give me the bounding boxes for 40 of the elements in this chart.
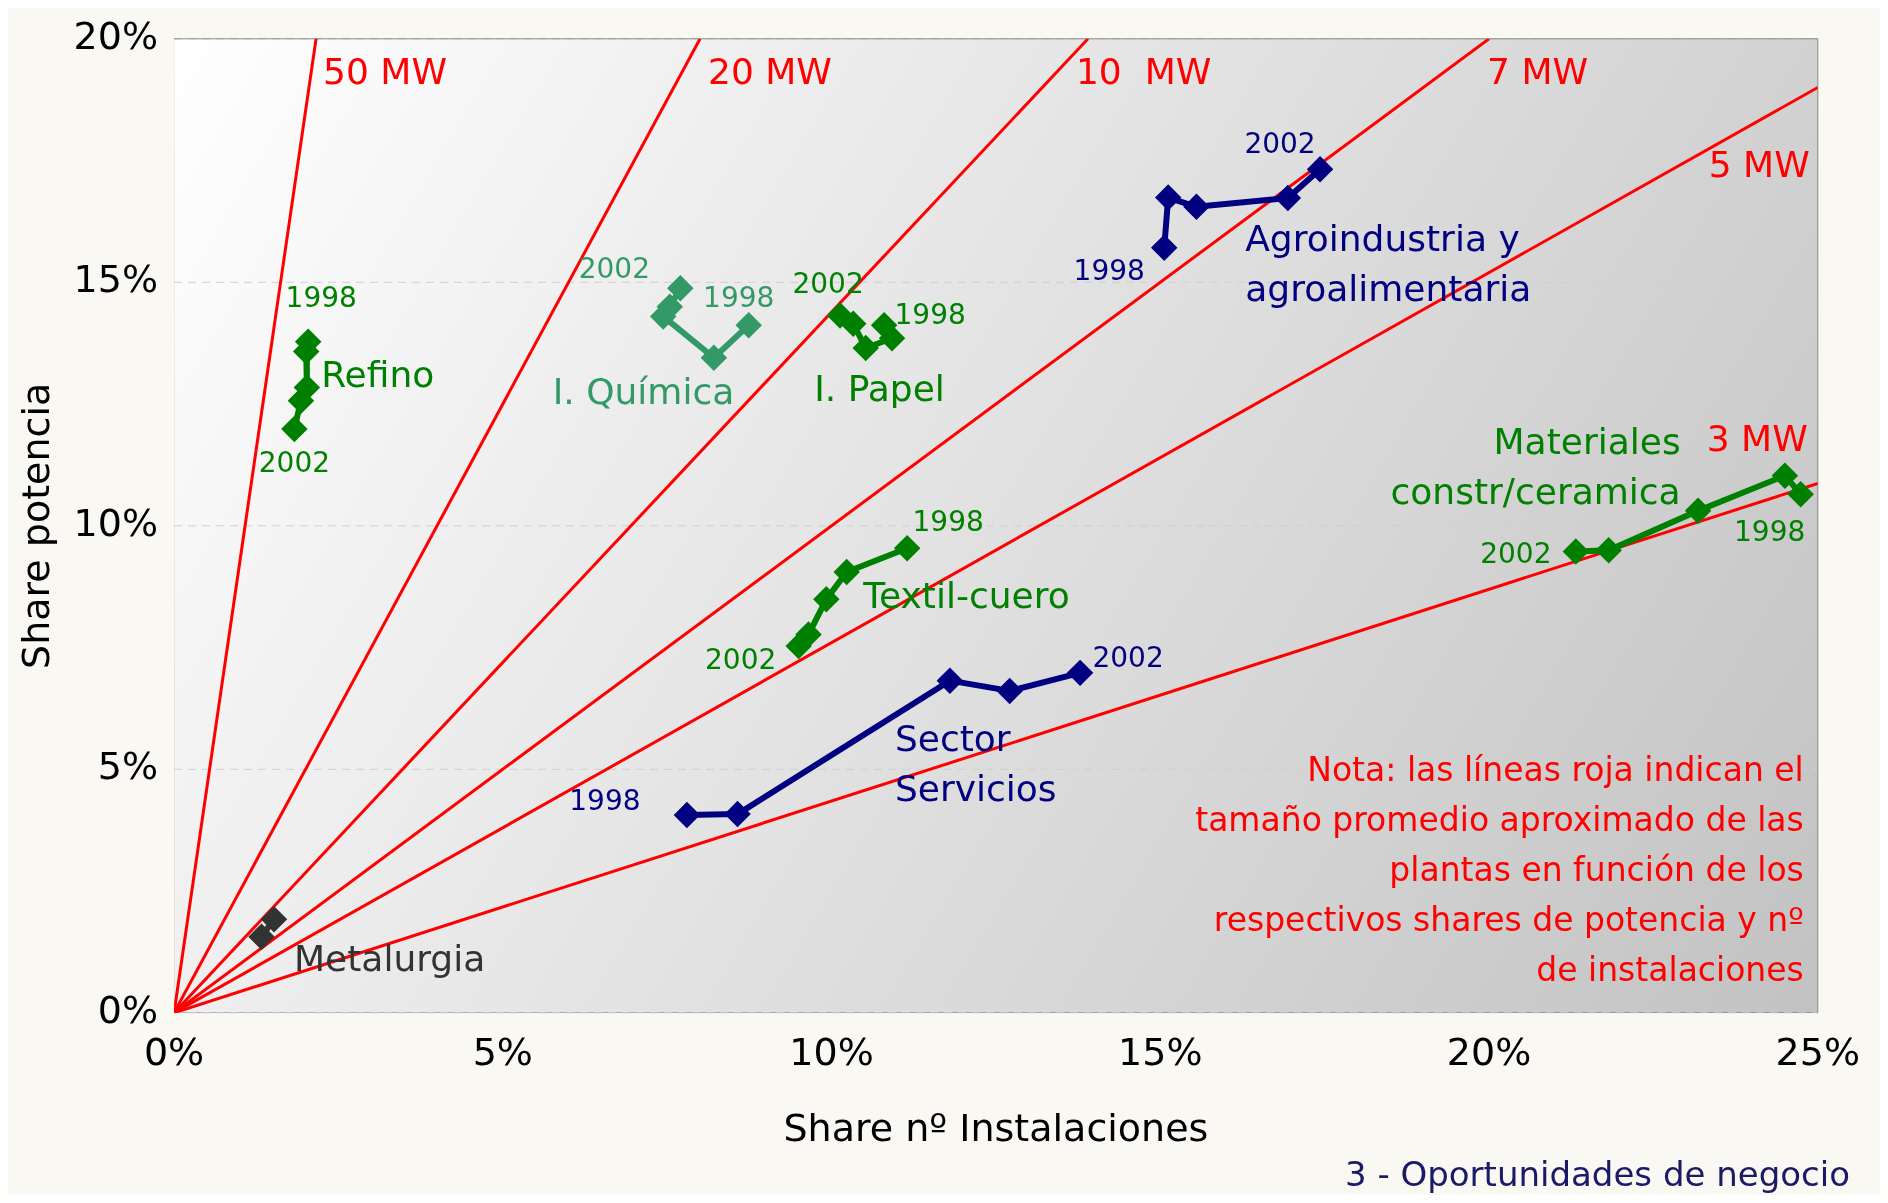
y-axis-title: Share potencia [13, 382, 58, 669]
annotation: 1998 [1073, 254, 1145, 287]
x-tick-label: 15% [1118, 1030, 1203, 1075]
annotation: 2002 [705, 643, 777, 677]
series-label: 5 MW [1708, 143, 1810, 185]
annotation: 2002 [1480, 536, 1552, 570]
x-tick-label: 0% [143, 1030, 205, 1075]
annotation: 2002 [792, 266, 864, 300]
y-tick-label: 10% [73, 500, 159, 545]
series-label: Refino [321, 354, 435, 396]
annotation: 1998 [1734, 515, 1806, 549]
y-tick-label: 20% [73, 13, 159, 58]
x-tick-label: 10% [789, 1030, 874, 1075]
y-tick-label: 5% [97, 744, 159, 789]
series-label: 50 MW [323, 51, 447, 93]
x-tick-label: 25% [1775, 1030, 1860, 1075]
annotation: 1998 [569, 784, 641, 818]
x-tick-label: 20% [1446, 1030, 1532, 1075]
series-label: 7 MW [1487, 51, 1589, 93]
annotation: Nota: las líneas roja indican el tamaño promedio aproximado de las plantas en función de los respectivos shares de potencia y nº de instalaciones [1195, 750, 1804, 990]
annotation: 1998 [703, 281, 775, 315]
y-tick-label: 0% [97, 987, 159, 1032]
series-label: 10 MW [1075, 51, 1212, 93]
annotation: 1998 [285, 281, 357, 314]
y-tick-label: 15% [73, 257, 159, 302]
text: 3 - Oportunidades de negocio [1344, 1154, 1850, 1194]
annotation: 2002 [1092, 641, 1164, 675]
x-tick-label: 5% [472, 1030, 533, 1075]
annotation: 2002 [578, 252, 650, 286]
annotation: 1998 [912, 505, 984, 539]
annotation: 1998 [894, 298, 966, 332]
series-label: I. Papel [814, 367, 945, 409]
series-label: Sector Servicios [894, 718, 1057, 810]
series-label: 20 MW [708, 51, 832, 93]
series-label: 3 MW [1706, 417, 1808, 459]
x-axis-title: Share nº Instalaciones [783, 1106, 1209, 1151]
series-label: I. Química [552, 370, 735, 412]
annotation: 2002 [1244, 126, 1316, 160]
annotation: 2002 [258, 446, 331, 480]
series-label: Materiales constr/ceramica [1390, 420, 1681, 512]
